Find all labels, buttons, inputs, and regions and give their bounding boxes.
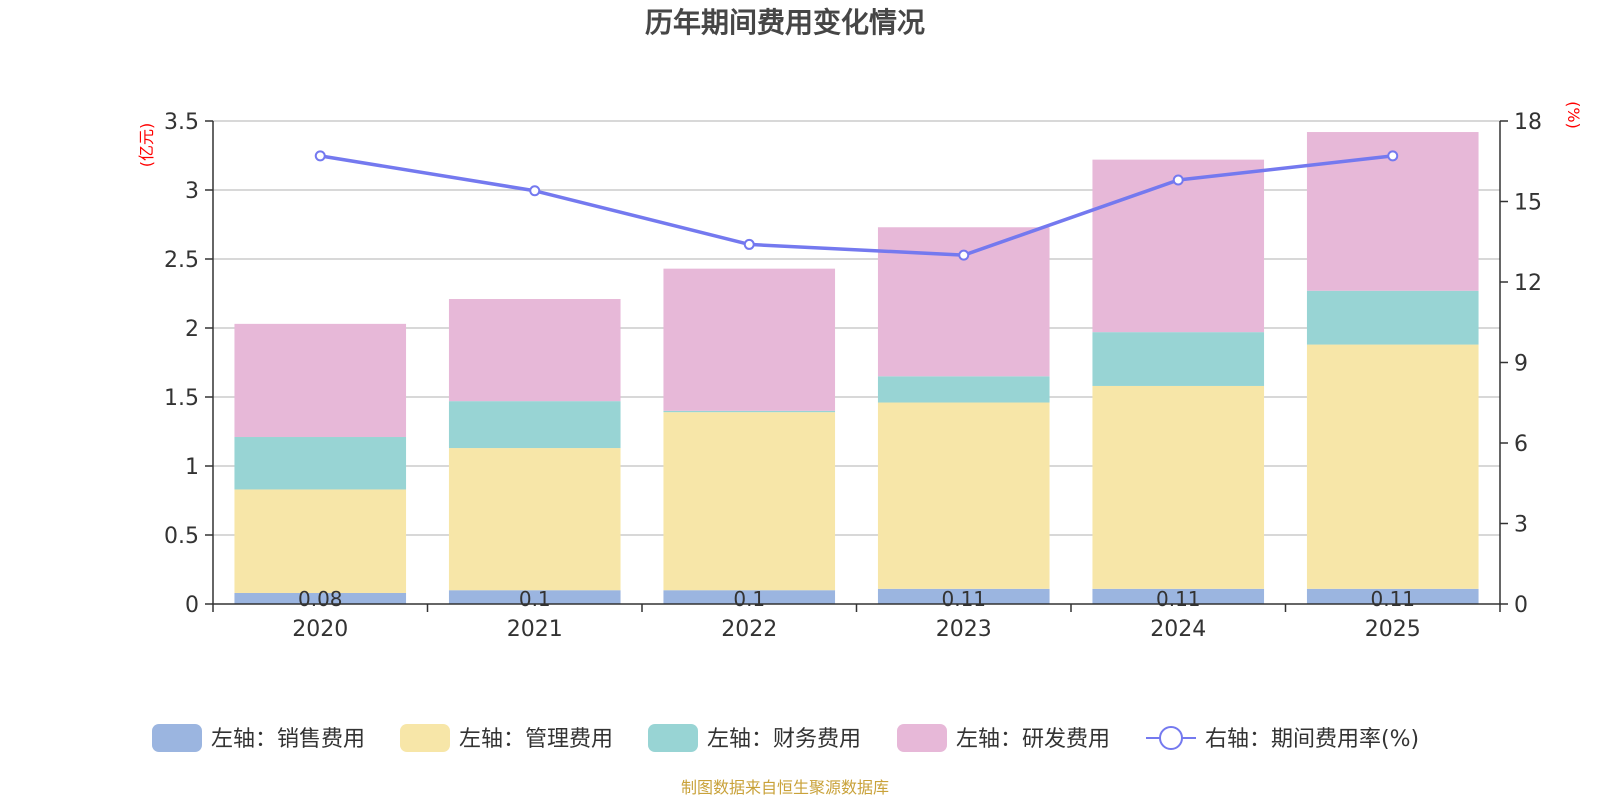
bar-value-label: 0.11 <box>1370 587 1415 611</box>
bar-value-label: 0.11 <box>941 587 986 611</box>
legend-label: 左轴：研发费用 <box>956 727 1110 752</box>
left-tick-label: 2 <box>185 317 199 342</box>
chart-title: 历年期间费用变化情况 <box>645 6 925 39</box>
bar-labels: 0.08 0.1 0.1 0.11 0.11 0.11 <box>298 587 1415 611</box>
legend-swatch <box>897 724 947 752</box>
bar-segment <box>234 489 407 593</box>
left-tick-label: 3 <box>185 179 199 204</box>
bar-segment <box>663 268 836 411</box>
bar-segment <box>448 590 621 604</box>
right-axis-unit: (%) <box>1564 101 1583 129</box>
gridlines <box>213 120 1500 536</box>
x-tick-label: 2021 <box>507 617 563 642</box>
bar-segment <box>1306 344 1479 589</box>
rate-point <box>314 150 326 162</box>
bar-segment <box>1092 385 1265 589</box>
right-tick-label: 18 <box>1514 110 1542 135</box>
bar-segment <box>1092 588 1265 604</box>
rate-point <box>743 238 755 250</box>
bar-segment <box>877 227 1050 377</box>
rate-point <box>958 249 970 261</box>
bar-segment <box>663 590 836 604</box>
bar-segment <box>877 376 1050 403</box>
legend-swatch <box>648 724 698 752</box>
legend: 左轴：销售费用 左轴：管理费用 左轴：财务费用 左轴：研发费用 右轴：期间费用率(%) <box>152 724 1419 752</box>
bar-value-label: 0.1 <box>519 587 551 611</box>
legend-label: 左轴：财务费用 <box>707 727 861 752</box>
left-tick-label: 3.5 <box>164 110 199 135</box>
legend-swatch <box>152 724 202 752</box>
x-tick-label: 2020 <box>292 617 348 642</box>
bar-segment <box>234 437 407 490</box>
source-note: 制图数据来自恒生聚源数据库 <box>681 778 889 797</box>
bar-segment <box>877 402 1050 589</box>
bar-segment <box>1092 159 1265 333</box>
legend-label: 左轴：管理费用 <box>459 727 613 752</box>
bar-segment <box>1306 290 1479 345</box>
rate-line <box>314 150 1399 261</box>
x-tick-label: 2025 <box>1365 617 1421 642</box>
right-tick-label: 15 <box>1514 191 1542 216</box>
right-tick-label: 0 <box>1514 593 1528 618</box>
left-tick-label: 0.5 <box>164 524 199 549</box>
bar-segment <box>234 592 407 604</box>
bar-segment <box>663 412 836 591</box>
legend-label: 右轴：期间费用率(%) <box>1205 727 1419 752</box>
bar-segment <box>1306 588 1479 604</box>
bar-segment <box>1092 332 1265 386</box>
rate-point <box>529 185 541 197</box>
right-tick-label: 9 <box>1514 352 1528 377</box>
left-tick-label: 2.5 <box>164 248 199 273</box>
bar-segment <box>877 588 1050 604</box>
legend-label: 左轴：销售费用 <box>211 727 365 752</box>
left-axis-unit: (亿元) <box>137 123 156 168</box>
bar-segment <box>448 401 621 449</box>
bar-segment <box>234 323 407 438</box>
bar-value-label: 0.08 <box>298 587 343 611</box>
x-tick-label: 2022 <box>721 617 777 642</box>
bar-value-label: 0.11 <box>1156 587 1201 611</box>
rate-point <box>1387 150 1399 162</box>
x-tick-label: 2024 <box>1150 617 1206 642</box>
right-tick-label: 6 <box>1514 432 1528 457</box>
axes: 0 0.5 1 1.5 2 2.5 3 3.5 0 3 6 9 12 15 18 2020 2021 2022 20… <box>164 110 1542 642</box>
left-tick-label: 1.5 <box>164 386 199 411</box>
bars <box>234 132 1479 604</box>
left-tick-label: 0 <box>185 593 199 618</box>
left-tick-label: 1 <box>185 455 199 480</box>
bar-segment <box>448 448 621 591</box>
legend-marker <box>1159 726 1183 750</box>
rate-point <box>1172 174 1184 186</box>
bar-segment <box>663 410 836 413</box>
legend-swatch <box>400 724 450 752</box>
right-tick-label: 12 <box>1514 271 1542 296</box>
bar-value-label: 0.1 <box>733 587 765 611</box>
rate-line-path <box>319 154 1393 257</box>
bar-segment <box>448 299 621 402</box>
x-tick-label: 2023 <box>936 617 992 642</box>
right-tick-label: 3 <box>1514 513 1528 538</box>
